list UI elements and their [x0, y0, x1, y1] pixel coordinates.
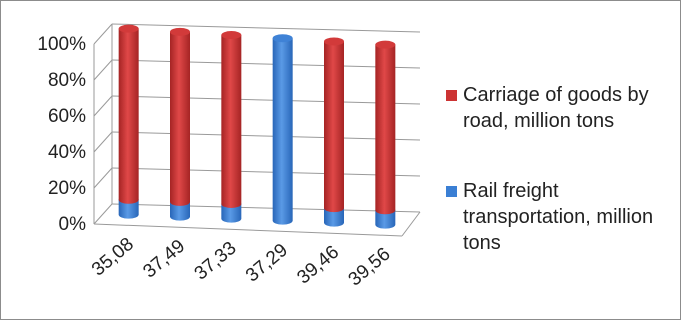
gridline-depth	[93, 95, 113, 117]
x-tick-label: 35,08	[88, 234, 138, 281]
gridline	[111, 23, 421, 33]
gridline	[111, 167, 421, 177]
bar-rail-top	[272, 34, 293, 43]
gridline	[111, 203, 421, 213]
bar-road	[221, 35, 242, 208]
y-tick-label: 0%	[59, 214, 87, 235]
gridline	[111, 59, 421, 69]
bar-rail	[375, 210, 396, 229]
y-tick-label: 60%	[48, 106, 86, 127]
y-tick-label: 100%	[37, 34, 86, 55]
bar-rail	[272, 38, 293, 225]
y-tick-label: 80%	[48, 70, 86, 91]
bar-road-top	[375, 40, 396, 49]
gridline-depth	[93, 167, 113, 189]
legend-item-road: Carriage of goods by road, million tons	[446, 82, 678, 134]
floor-right-edge	[401, 211, 421, 237]
bar-rail	[170, 201, 190, 221]
legend-swatch-road	[446, 90, 457, 101]
legend-label-rail: Rail freight transportation, million ton…	[463, 180, 654, 254]
bar-road-top	[170, 27, 190, 36]
y-tick-label: 40%	[48, 142, 86, 163]
gridline	[111, 131, 421, 141]
bar-road-top	[118, 24, 139, 33]
gridline-depth	[93, 23, 113, 45]
legend-label-road: Carriage of goods by road, million tons	[463, 84, 649, 132]
chart-legend: Carriage of goods by road, million tons …	[446, 0, 678, 318]
x-tick-label: 37,49	[139, 236, 189, 283]
bar-road	[375, 44, 396, 215]
gridline-depth	[93, 203, 113, 225]
gridline	[111, 95, 421, 105]
legend-swatch-rail	[446, 186, 457, 197]
bar-rail	[221, 203, 242, 223]
x-axis	[93, 223, 403, 237]
bar-rail	[324, 208, 344, 227]
y-tick-label: 20%	[48, 178, 86, 199]
bar-road	[324, 41, 344, 213]
bar-road-top	[324, 37, 344, 46]
x-tick-label: 39,46	[293, 242, 343, 289]
x-tick-label: 39,56	[345, 244, 395, 291]
gridline-depth	[93, 59, 113, 81]
legend-item-rail: Rail freight transportation, million ton…	[446, 178, 678, 256]
bar-road-top	[221, 31, 242, 40]
bar-road	[170, 31, 190, 206]
bar-rail	[118, 199, 139, 219]
gridline-depth	[93, 131, 113, 153]
x-tick-label: 37,29	[242, 240, 292, 287]
bar-road	[118, 28, 139, 204]
x-tick-label: 37,33	[191, 238, 241, 285]
